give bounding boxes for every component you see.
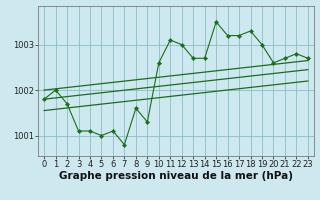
X-axis label: Graphe pression niveau de la mer (hPa): Graphe pression niveau de la mer (hPa) xyxy=(59,171,293,181)
